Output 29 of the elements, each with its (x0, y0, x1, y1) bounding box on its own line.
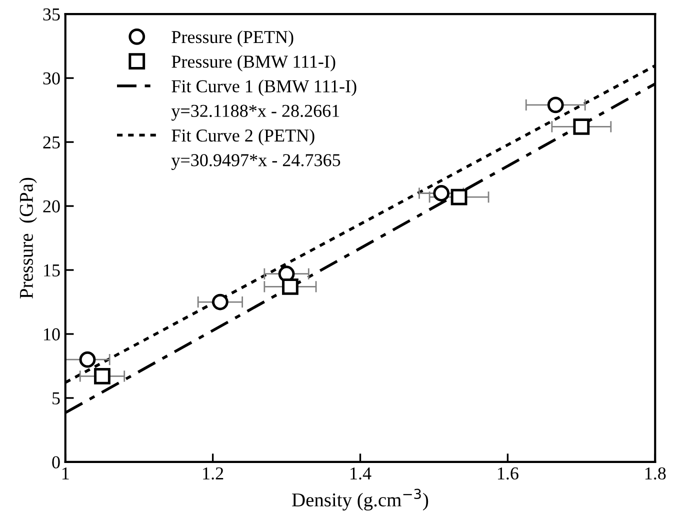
y-tick-label: 5 (52, 392, 60, 404)
y-axis-title: Pressure (GPa) (19, 178, 37, 298)
y-tick-label: 10 (44, 328, 60, 340)
point (450, 188, 468, 206)
y-tick-label: 20 (43, 200, 60, 212)
point (212, 294, 228, 310)
point (94, 368, 110, 384)
x-tick-label: 1.6 (498, 467, 518, 480)
x-tick-label: 1.8 (645, 467, 666, 480)
point (573, 118, 590, 135)
legend-label: Fit Curve 2 (PETN) (172, 128, 314, 146)
x-axis-title: Density (g.cm$^{−3}$) (292, 488, 428, 510)
x-tick-label: 1.2 (203, 467, 224, 480)
x-tick-label: 1.4 (350, 467, 372, 480)
y-tick-label: 25 (43, 136, 60, 148)
y-tick-label: 30 (43, 72, 60, 85)
point (282, 278, 298, 295)
legend-label: Fit Curve 1 (BMW 111-I) (172, 80, 356, 96)
point (547, 96, 564, 114)
legend-label: Pressure (BMW 111-I) (172, 55, 336, 72)
point (79, 351, 96, 368)
annotation: y=30.9497*x - 24.7365 (171, 154, 340, 170)
annotation: y=32.1188*x - 28.2661 (171, 104, 340, 121)
x-tick-label: 1 (62, 467, 69, 480)
y-tick-label: 15 (44, 264, 60, 276)
y-tick-label: 0 (52, 456, 60, 468)
point (433, 185, 450, 202)
y-tick-label: 35 (43, 8, 60, 21)
legend-label: Pressure (PETN) (172, 30, 294, 47)
